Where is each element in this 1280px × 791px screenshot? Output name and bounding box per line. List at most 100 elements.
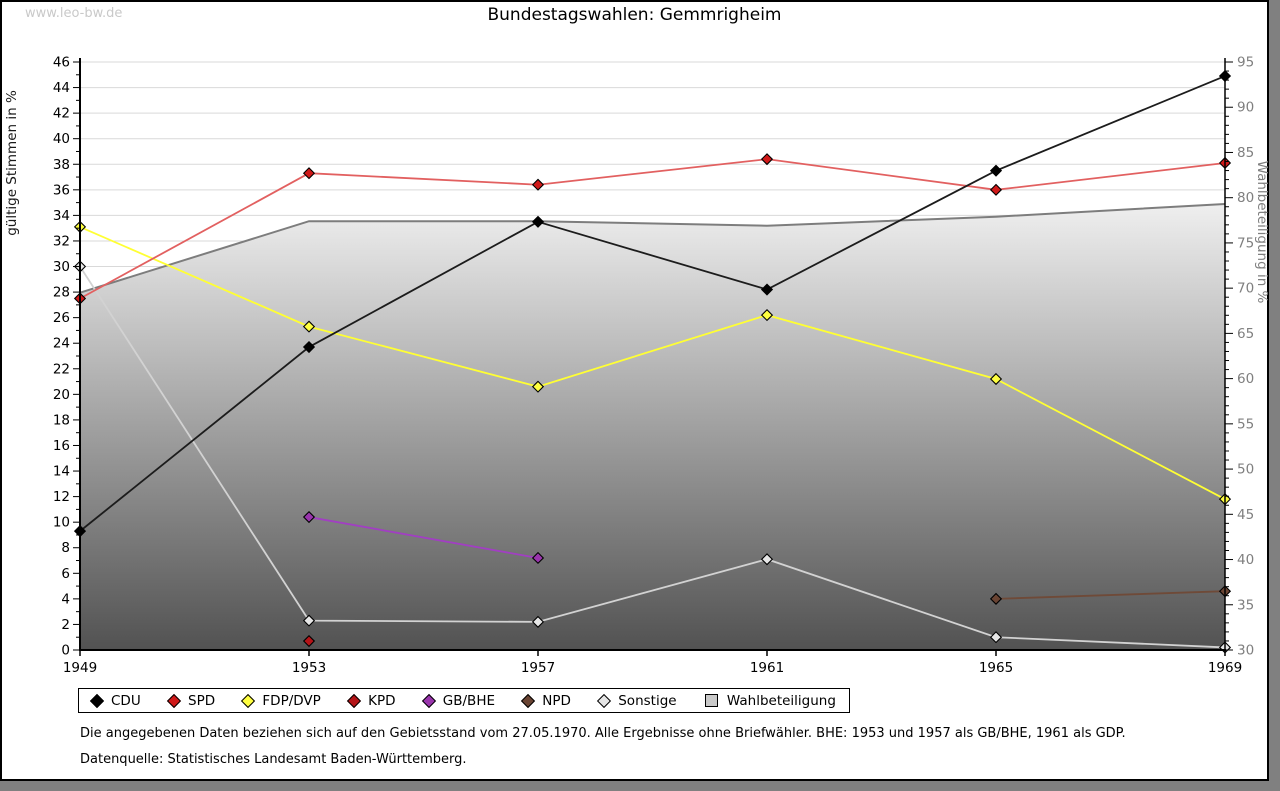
legend-label: Sonstige <box>618 692 677 709</box>
x-tick-label: 1969 <box>1208 660 1242 676</box>
left-tick-label: 16 <box>53 438 70 454</box>
legend-label: Wahlbeteiligung <box>726 692 836 709</box>
data-point-fdp-dvp <box>989 372 1003 386</box>
data-point-fdp-dvp <box>760 309 774 322</box>
series-line-cdu <box>79 75 1226 532</box>
legend-diamond-icon <box>597 693 612 708</box>
right-tick-label: 90 <box>1237 100 1254 116</box>
chart-legend: CDU SPD FDP/DVP KPD GB/BHE NPD Sonstige Wahlbet… <box>78 688 850 713</box>
legend-square-icon <box>704 694 718 707</box>
x-tick-label: 1949 <box>63 660 97 676</box>
series-kpd <box>302 634 316 648</box>
data-point-fdp-dvp <box>302 320 316 333</box>
right-tick-label: 85 <box>1237 145 1254 161</box>
data-point-cdu <box>302 340 316 354</box>
left-tick-label: 40 <box>53 131 70 147</box>
left-tick-label: 32 <box>53 233 70 249</box>
data-point-sonstige <box>760 553 774 566</box>
left-tick-label: 44 <box>53 80 70 96</box>
legend-diamond-icon <box>241 693 256 708</box>
left-tick-label: 4 <box>61 591 70 607</box>
legend-diamond-icon <box>521 693 536 708</box>
legend-diamond-icon <box>166 693 182 708</box>
data-point-spd <box>531 178 545 191</box>
data-point-npd <box>989 592 1003 605</box>
right-tick-label: 95 <box>1237 55 1254 71</box>
wahlbeteiligung-area <box>80 204 1225 651</box>
legend-item-npd: NPD <box>521 692 571 709</box>
left-tick-label: 12 <box>53 489 70 505</box>
legend-label: CDU <box>111 692 141 709</box>
series-line-gb-bhe <box>308 516 539 559</box>
right-tick-label: 80 <box>1237 190 1254 206</box>
series-line-sonstige <box>79 266 1226 649</box>
left-axis-label: gültige Stimmen in % <box>4 90 20 236</box>
footnote: Die angegebenen Daten beziehen sich auf … <box>80 726 1126 741</box>
right-tick-label: 60 <box>1237 371 1254 387</box>
legend-label: KPD <box>368 692 396 709</box>
data-point-kpd <box>302 634 316 648</box>
legend-label: NPD <box>542 692 571 709</box>
series-gb-bhe <box>302 510 545 565</box>
x-tick-label: 1965 <box>979 660 1013 676</box>
legend-diamond-icon <box>89 693 105 708</box>
data-point-spd <box>760 153 774 166</box>
page-title: Bundestagswahlen: Gemmrigheim <box>487 5 782 25</box>
left-tick-label: 8 <box>61 540 70 556</box>
right-tick-label: 75 <box>1237 235 1254 251</box>
x-tick-label: 1953 <box>292 660 326 676</box>
series-line-spd <box>79 158 1226 300</box>
right-axis-label: Wahlbeteiligung in % <box>1254 161 1269 304</box>
left-tick-label: 22 <box>53 361 70 377</box>
data-source: Datenquelle: Statistisches Landesamt Bad… <box>80 752 467 767</box>
legend-item-kpd: KPD <box>347 692 396 709</box>
series-line-npd <box>995 590 1226 600</box>
legend-label: SPD <box>188 692 216 709</box>
left-tick-label: 34 <box>53 208 70 224</box>
right-tick-label: 65 <box>1237 326 1254 342</box>
legend-diamond-icon <box>421 693 436 708</box>
series-line-fdp-dvp <box>79 226 1226 500</box>
right-axis-ticks: 30 35 40 45 50 55 60 65 70 75 80 85 90 95 <box>1225 55 1254 659</box>
right-tick-label: 70 <box>1237 281 1254 297</box>
left-tick-label: 26 <box>53 310 70 326</box>
data-point-gb-bhe <box>531 551 545 565</box>
series-sonstige <box>73 260 1232 654</box>
left-tick-label: 30 <box>53 259 70 275</box>
left-tick-label: 28 <box>53 285 70 301</box>
left-axis-ticks: 0246810121416182022242628303234363840424… <box>53 55 80 659</box>
right-tick-label: 55 <box>1237 416 1254 432</box>
data-point-cdu <box>531 215 545 228</box>
legend-item-fdp-dvp: FDP/DVP <box>241 692 321 709</box>
left-tick-label: 18 <box>53 412 70 428</box>
left-tick-label: 2 <box>61 617 70 633</box>
legend-label: GB/BHE <box>442 692 495 709</box>
series-cdu <box>73 69 1232 538</box>
data-point-sonstige <box>302 614 316 627</box>
left-tick-label: 20 <box>53 387 70 403</box>
data-point-fdp-dvp <box>531 380 545 393</box>
left-tick-label: 24 <box>53 336 70 352</box>
legend-label: FDP/DVP <box>262 692 321 709</box>
axes <box>79 58 1226 651</box>
x-tick-label: 1957 <box>521 660 555 676</box>
data-point-cdu <box>760 283 774 296</box>
data-point-gb-bhe <box>302 510 316 524</box>
watermark: www.leo-bw.de <box>25 6 123 21</box>
right-tick-label: 50 <box>1237 462 1254 478</box>
left-tick-label: 38 <box>53 157 70 173</box>
right-tick-label: 45 <box>1237 507 1254 523</box>
left-tick-label: 10 <box>53 515 70 531</box>
legend-item-gb-bhe: GB/BHE <box>421 692 495 709</box>
left-tick-label: 42 <box>53 106 70 122</box>
legend-item-sonstige: Sonstige <box>597 692 677 709</box>
data-point-spd <box>302 167 316 180</box>
series-line-wahlbeteiligung <box>79 203 1226 294</box>
left-tick-label: 6 <box>61 566 70 582</box>
legend-item-spd: SPD <box>166 692 216 709</box>
series-npd <box>989 585 1232 605</box>
data-point-sonstige <box>989 631 1003 644</box>
chart-page: www.leo-bw.de Bundestagswahlen: Gemmrigh… <box>0 0 1269 781</box>
chart-plot: 0246810121416182022242628303234363840424… <box>4 55 1269 677</box>
